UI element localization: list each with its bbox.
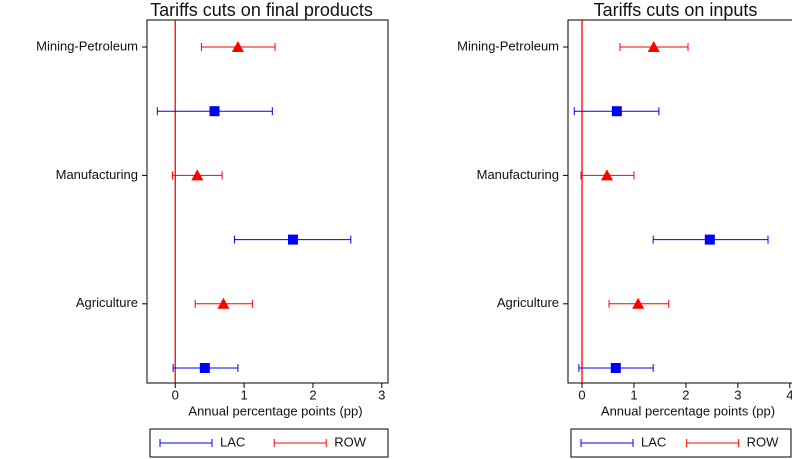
- y-tick-label: Agriculture: [497, 295, 559, 310]
- plot-frame: [146, 19, 389, 384]
- point: [231, 41, 244, 52]
- point: [704, 234, 715, 245]
- legend-label: LAC: [220, 434, 245, 449]
- point: [611, 106, 622, 117]
- y-tick-label: Manufacturing: [477, 167, 559, 182]
- point: [217, 297, 230, 309]
- x-tick-label: 0: [578, 387, 585, 402]
- x-tick-label: 2: [682, 387, 689, 402]
- x-tick-label: 1: [630, 387, 637, 402]
- y-tick-label: Manufacturing: [56, 167, 138, 182]
- legend-label: LAC: [641, 434, 666, 449]
- x-axis-label: Annual percentage points (pp): [188, 403, 362, 418]
- point: [600, 169, 613, 181]
- x-tick-label: 2: [309, 387, 316, 402]
- x-tick-label: 3: [734, 387, 741, 402]
- x-tick-label: 4: [786, 387, 792, 402]
- point: [199, 363, 210, 373]
- chart-title: Tariffs cuts on final products: [150, 0, 373, 20]
- point: [610, 363, 621, 373]
- x-tick-label: 1: [240, 387, 247, 402]
- legend-label: ROW: [334, 434, 367, 449]
- legend-box: [149, 428, 389, 458]
- point: [287, 234, 298, 245]
- x-tick-label: 0: [172, 387, 179, 402]
- y-tick-label: Mining-Petroleum: [457, 38, 559, 53]
- x-axis-label: Annual percentage points (pp): [601, 403, 775, 418]
- y-tick-label: Mining-Petroleum: [36, 38, 138, 53]
- point: [209, 106, 220, 117]
- chart-title: Tariffs cuts on inputs: [594, 0, 758, 20]
- x-tick-label: 3: [378, 387, 385, 402]
- point: [191, 169, 204, 181]
- point: [632, 297, 645, 309]
- plot-frame: [567, 19, 792, 384]
- y-tick-label: Agriculture: [76, 295, 138, 310]
- legend-box: [570, 428, 792, 458]
- point: [647, 41, 660, 52]
- legend-label: ROW: [747, 434, 780, 449]
